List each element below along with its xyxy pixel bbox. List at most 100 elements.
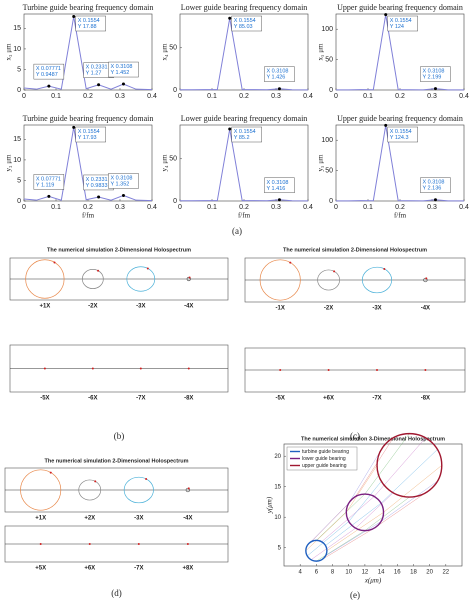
holo-label: +6X [84,566,95,572]
chart-title: Turbine guide bearing frequency domain [23,114,154,123]
x-tick-label: 0 [334,204,338,211]
holo-label: +2X [84,516,95,522]
holo-phase [376,369,378,371]
datatip-box [33,174,65,190]
connector [316,493,366,541]
holo-phase [333,270,336,273]
datatip-box [231,126,262,143]
x-tick-label: 0.4 [303,93,313,100]
datatip-y: Y 0.9833 [86,183,108,189]
connector [307,503,349,546]
datatip-y: Y 1.452 [110,70,129,76]
connector [307,521,349,557]
x-tick-label: 16 [394,570,401,576]
holo-phase [187,487,190,490]
holo-label: +1X [35,516,46,522]
datatip-marker [97,195,101,199]
connector [348,481,382,522]
orbit [345,493,385,532]
holo-label: -7X [134,566,143,572]
panel-label: (c) [350,431,360,441]
datatip-marker [47,84,51,88]
x-tick-label: 0.3 [115,204,125,211]
x-axis-label: f/fm [82,212,95,220]
datatip-marker [277,198,281,202]
holo-orbit [78,479,102,501]
x-tick-label: 0.1 [51,93,61,100]
y-tick-label: 10 [13,46,21,53]
holo-orbit [81,269,104,289]
holo-label: -5X [40,396,49,402]
holo-title: The numerical simulation 2-Dimensional H… [47,247,191,253]
datatip-x: X 0.1554 [234,18,256,24]
connector [346,465,378,513]
datatip-x: X 0.2331 [86,177,108,183]
y-tick-label: 5 [17,177,21,184]
holo-label: -4X [184,304,193,310]
connector [348,449,382,504]
datatip-x: X 0.3108 [422,69,444,75]
datatip-box [231,15,262,32]
x-tick-label: 0.4 [459,204,469,211]
x-tick-label: 0 [334,93,338,100]
chart-title: Lower guide bearing frequency domain [181,114,308,123]
x-axis-label: f/fm [394,212,407,220]
holo-label: +6X [323,396,334,402]
holo-phase [327,369,330,371]
datatip-marker [72,15,76,19]
datatip-x: X 0.1554 [234,129,256,135]
x-tick-label: 6 [315,570,319,576]
datatip-y: Y 85.2 [234,135,250,141]
chart-title: The numerical simulation 3-Dimensional H… [301,436,445,442]
spectrum-line [23,16,153,91]
datatip-box [75,15,106,32]
holo-orbit [361,266,393,294]
x-tick-label: 0.4 [147,93,157,100]
connector [364,496,410,531]
datatip-y: Y 1.352 [110,181,129,187]
plot-frame [283,443,463,567]
holo-label: -2X [88,304,97,310]
panel-label: (b) [114,431,125,441]
datatip-x: X 0.3108 [110,175,132,181]
y-axis-label: x₄ μm [161,43,169,60]
datatip-x: X 0.07771 [36,66,61,72]
y-axis-label: x₅ μm [317,43,325,60]
holo-orbit [123,476,154,504]
holo-phase [145,477,148,480]
holo-label: +1X [39,304,50,310]
datatip-y: Y 124 [390,24,404,30]
y-axis-label: y(μm) [266,496,274,514]
datatip-box [387,126,418,143]
legend-label: upper guide bearing [302,463,347,469]
connector [374,492,426,529]
holo-phase [188,276,191,279]
x-tick-label: 20 [426,570,433,576]
datatip-marker [433,87,437,91]
y-tick-label: 50 [169,156,177,163]
datatip-box [264,177,295,194]
holo-phase [49,471,52,474]
connector [310,528,356,560]
datatip-marker [121,193,125,197]
holo-phase [425,277,428,280]
holo-phase [137,543,140,545]
legend-box [286,446,358,471]
y-tick-label: 0 [173,198,177,205]
datatip-x: X 0.3108 [422,180,444,186]
chart-title: Upper guide bearing frequency domain [337,3,463,12]
y-axis-label: y₅ μm [317,154,325,171]
y-tick-label: 15 [13,136,21,143]
x-tick-label: 0.1 [363,93,373,100]
x-axis-label: x(μm) [364,577,382,585]
connector [374,437,426,497]
x-tick-label: 18 [410,570,417,576]
y-tick-label: 0 [17,198,21,205]
x-tick-label: 0 [22,93,26,100]
spectrum-line [336,125,465,202]
spectrum-line [180,18,309,91]
datatip-x: X 0.1554 [78,18,100,24]
orbit [305,539,328,562]
datatip-y: Y 2.199 [422,75,441,81]
connector [326,512,384,551]
